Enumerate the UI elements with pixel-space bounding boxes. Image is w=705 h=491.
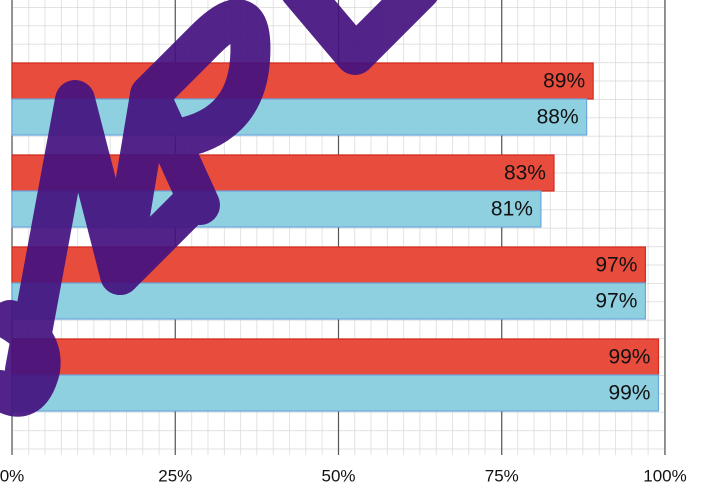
value-label: 81% [491,198,533,221]
value-label: 97% [595,290,637,313]
bar [12,63,593,99]
bar [12,339,658,375]
x-tick-label: 100% [643,466,686,485]
x-tick-label: 50% [321,466,355,485]
value-label: 83% [504,162,546,185]
value-label: 89% [543,70,585,93]
bar [12,375,658,411]
value-label: 99% [608,382,650,405]
x-tick-label: 25% [158,466,192,485]
value-label: 97% [595,254,637,277]
x-tick-label: 0% [0,466,24,485]
value-label: 99% [608,346,650,369]
value-label: 88% [537,106,579,129]
chart: 0% 25% 50% 75% 100% 89% 88% 83% 81% 97% 97% 99% 99% [0,0,705,491]
x-tick-label: 75% [485,466,519,485]
